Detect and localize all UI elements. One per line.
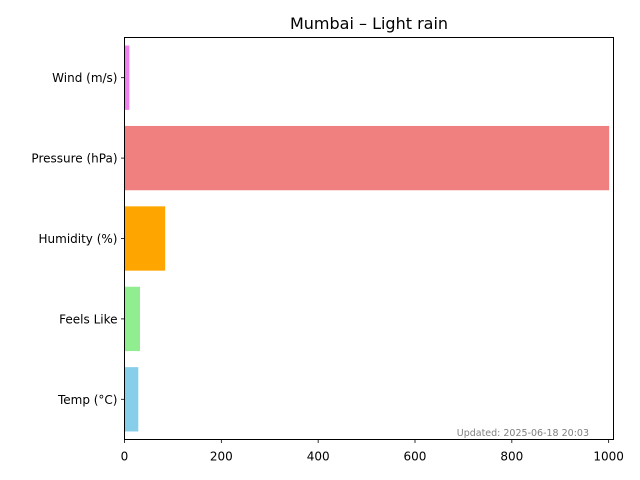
x-tick-label: 0	[121, 450, 129, 464]
x-tick-label: 600	[404, 450, 427, 464]
plot-frame	[124, 37, 614, 440]
bar-humidity	[124, 206, 166, 271]
x-axis-ticks: 0 200 400 600 800 1000	[121, 439, 624, 464]
y-tick-label: Humidity (%)	[39, 232, 118, 246]
y-tick-label: Pressure (hPa)	[31, 152, 117, 166]
y-tick-label: Wind (m/s)	[52, 71, 117, 85]
y-tick-label: Temp (°C)	[57, 393, 118, 407]
x-tick-label: 200	[210, 450, 233, 464]
updated-annotation: Updated: 2025-06-18 20:03	[457, 428, 589, 439]
bar-wind-m-s	[124, 45, 130, 110]
bar-feels-like	[124, 286, 140, 352]
x-tick-label: 800	[500, 450, 523, 464]
bar-temp-c	[124, 367, 139, 432]
chart-title: Mumbai – Light rain	[290, 14, 448, 33]
x-tick-label: 1000	[593, 450, 624, 464]
y-axis-ticks: Temp (°C) Feels Like Humidity (%) Pressure …	[31, 71, 125, 407]
y-tick-label: Feels Like	[59, 312, 117, 326]
bar-group	[124, 45, 610, 432]
x-tick-label: 400	[307, 450, 330, 464]
bar-pressure-hpa	[124, 125, 610, 191]
